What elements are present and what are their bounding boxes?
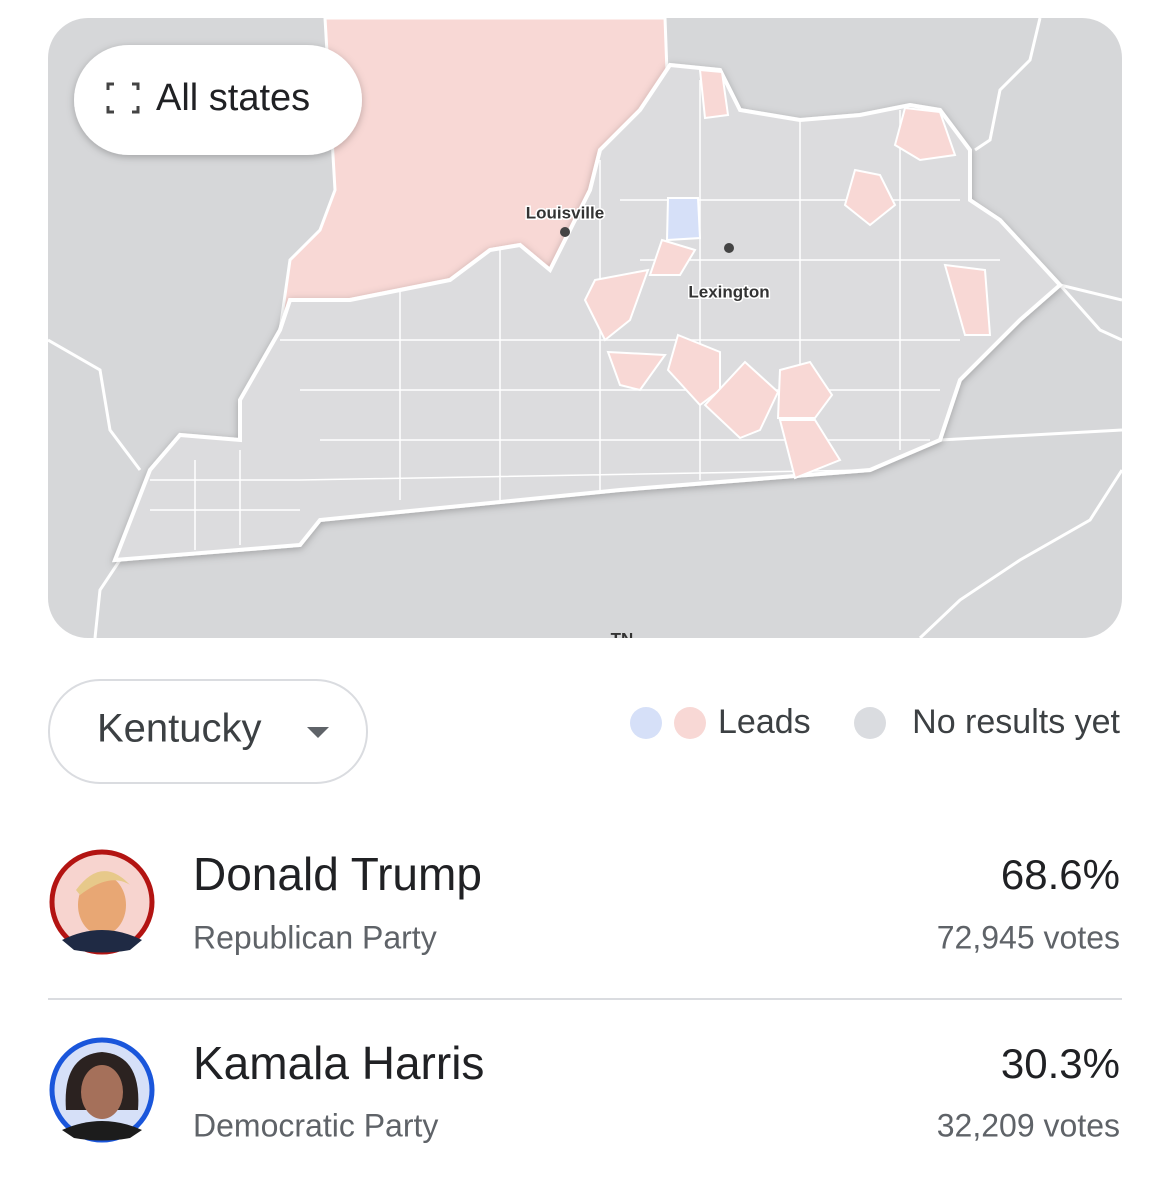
leading-counties: [583, 68, 992, 480]
candidate-row[interactable]: Kamala Harris Democratic Party 30.3% 32,…: [49, 1037, 1120, 1143]
avatar-suit: [62, 930, 142, 953]
legend-swatch-blue: [630, 707, 662, 739]
state-border: [48, 338, 142, 471]
dropdown-arrow: [307, 727, 329, 738]
avatar-face: [78, 875, 126, 935]
button-background: [74, 45, 362, 155]
leading-county-blue: [665, 197, 702, 242]
selector-label: Kentucky: [97, 707, 262, 751]
candidate-percent: 30.3%: [1001, 1040, 1120, 1087]
candidate-party: Republican Party: [193, 919, 437, 955]
city-dot: [724, 243, 734, 253]
city-dot: [560, 227, 570, 237]
candidate-percent: 68.6%: [1001, 851, 1120, 898]
city-label: Louisville: [526, 203, 604, 222]
avatar-hair: [76, 871, 130, 895]
city-label: Lexington: [688, 282, 769, 301]
state-border: [918, 469, 1122, 638]
state-border: [93, 559, 122, 638]
legend-swatch-red: [674, 707, 706, 739]
button-label: All states: [156, 77, 310, 119]
avatar-face: [81, 1065, 123, 1119]
state-border: [939, 428, 1122, 442]
avatar-suit: [62, 1121, 142, 1141]
state-border: [974, 18, 1042, 152]
expand-icon: [106, 82, 140, 114]
selector-outline: [48, 679, 368, 784]
candidate-row[interactable]: Donald Trump Republican Party 68.6% 72,9…: [49, 848, 1120, 955]
state-border: [1055, 282, 1122, 342]
candidate-party: Democratic Party: [193, 1107, 438, 1143]
candidate-votes: 72,945 votes: [937, 919, 1120, 955]
all-states-button[interactable]: All states: [74, 45, 362, 155]
candidate-name: Kamala Harris: [193, 1037, 484, 1089]
state-selector[interactable]: Kentucky: [48, 679, 368, 784]
state-label: TN: [611, 629, 634, 648]
legend-label: No results yet: [912, 703, 1120, 741]
legend-swatch-gray: [854, 707, 886, 739]
candidate-votes: 32,209 votes: [937, 1107, 1120, 1143]
legend-label: Leads: [718, 703, 811, 741]
candidate-name: Donald Trump: [193, 848, 482, 900]
map[interactable]: Louisville Lexington TN All states: [48, 18, 1122, 648]
